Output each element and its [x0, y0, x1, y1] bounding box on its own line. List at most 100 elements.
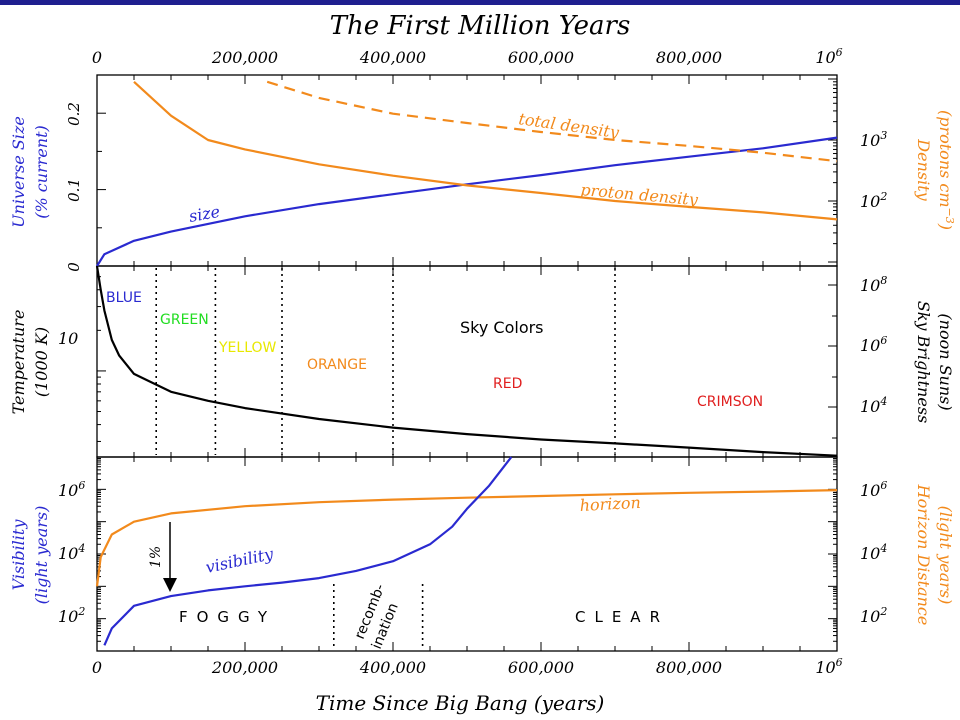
x-tick-1e6-base: 10: [815, 658, 835, 677]
curve-visibility: [103, 456, 513, 646]
series-label-proton-density: proton density: [580, 180, 700, 209]
bottom-right-axis: 106 104 102 Horizon Distance (light year…: [860, 479, 955, 626]
sky-color-red: RED: [493, 376, 522, 392]
top-x-tick-200000: 200,000: [211, 48, 278, 67]
bottom-left-axis-title-line2: (light years): [32, 506, 51, 605]
top-right-axis-title-close: ): [936, 223, 955, 230]
curve-size: [96, 136, 838, 267]
top-left-tick-0.1: 0.1: [65, 178, 83, 202]
top-x-tick-800000: 800,000: [656, 48, 722, 67]
curve-proton-density: [133, 80, 838, 221]
bottom-left-tick-10e2: 102: [58, 605, 85, 626]
middle-left-tick-10: 10: [58, 329, 78, 348]
recombination-boundaries: [332, 584, 424, 647]
curve-temperature: [95, 265, 838, 457]
series-label-horizon: horizon: [579, 493, 641, 515]
top-x-tick-1e6: 106: [815, 46, 842, 67]
middle-right-tick-10e6: 106: [860, 334, 887, 355]
bottom-left-tick-10e4-base: 10: [58, 544, 78, 563]
top-x-tick-600000: 600,000: [508, 48, 574, 67]
bottom-x-tick-labels: 0 200,000 400,000 600,000 800,000 106: [92, 656, 843, 677]
bottom-left-tick-10e2-exp: 2: [77, 605, 85, 618]
top-right-axis-title-line1: Density: [914, 138, 933, 201]
sky-color-labels: BLUE GREEN YELLOW ORANGE RED CRIMSON Sky…: [106, 290, 763, 410]
sky-color-green: GREEN: [160, 312, 209, 328]
x-tick-600000: 600,000: [508, 658, 574, 677]
bottom-right-tick-10e2-base: 10: [860, 607, 880, 626]
curve-total-density: [266, 80, 838, 163]
middle-right-tick-10e8: 108: [860, 274, 887, 295]
middle-right-tick-10e4-exp: 4: [879, 395, 887, 408]
sky-color-crimson: CRIMSON: [697, 394, 763, 410]
top-x-tick-0: 0: [92, 48, 102, 67]
middle-right-tick-10e8-base: 10: [860, 276, 880, 295]
bottom-right-tick-10e6-exp: 6: [880, 479, 887, 492]
series-label-total-density: total density: [517, 109, 621, 142]
top-right-tick-10e3: 103: [860, 129, 887, 150]
top-left-tick-0: 0: [65, 262, 83, 272]
top-x-tick-1e6-exp: 6: [836, 46, 843, 59]
bottom-left-tick-10e4: 104: [58, 542, 85, 563]
middle-right-tick-10e6-base: 10: [860, 336, 880, 355]
curve-horizon: [95, 489, 838, 587]
sky-color-boundaries: [155, 268, 616, 455]
bottom-right-tick-10e4: 104: [860, 542, 887, 563]
top-right-axis-title-exp: −3: [943, 208, 956, 224]
top-x-tick-1e6-base: 10: [815, 48, 835, 67]
top-left-axis-title-line2: (% current): [32, 125, 51, 219]
top-x-tick-labels: 0 200,000 400,000 600,000 800,000 106: [92, 46, 843, 67]
bottom-left-tick-10e6-exp: 6: [78, 479, 85, 492]
middle-right-tick-10e4: 104: [860, 395, 887, 416]
top-right-tick-10e3-exp: 3: [880, 129, 887, 142]
curves: [95, 80, 838, 646]
sky-color-blue: BLUE: [106, 290, 142, 306]
x-tick-200000: 200,000: [211, 658, 278, 677]
top-panel-frame: [96, 74, 838, 267]
bottom-right-tick-10e2: 102: [860, 605, 887, 626]
top-right-axis: 102 103 Density (protons cm−3): [860, 110, 956, 230]
sky-color-orange: ORANGE: [307, 357, 367, 373]
top-right-axis-title-line2-main: (protons cm: [936, 110, 955, 208]
top-right-tick-10e3-base: 10: [860, 131, 880, 150]
middle-right-tick-10e6-exp: 6: [880, 334, 887, 347]
top-right-tick-10e2-exp: 2: [879, 190, 887, 203]
series-label-visibility: visibility: [204, 544, 276, 577]
bottom-left-axis: Visibility (light years) 106 104 102: [9, 479, 85, 626]
top-left-axis-title-line1: Universe Size: [9, 116, 28, 228]
bottom-left-tick-10e2-base: 10: [58, 607, 78, 626]
bottom-left-tick-10e6-base: 10: [58, 481, 78, 500]
top-left-tick-0.2: 0.2: [65, 102, 83, 126]
sky-colors-heading: Sky Colors: [460, 318, 544, 337]
foggy-label: FOGGY: [179, 608, 276, 626]
x-tick-1e6-exp: 6: [836, 656, 843, 669]
top-x-tick-400000: 400,000: [359, 48, 426, 67]
visibility-arrow-label: 1%: [148, 546, 164, 568]
bottom-right-tick-10e4-base: 10: [860, 544, 880, 563]
top-accent-bar: [0, 0, 960, 5]
top-right-tick-10e2: 102: [860, 190, 887, 211]
middle-right-axis-title-line1: Sky Brightness: [914, 301, 933, 423]
bottom-left-tick-10e6: 106: [58, 479, 85, 500]
bottom-right-tick-10e2-exp: 2: [879, 605, 887, 618]
bottom-right-tick-10e4-exp: 4: [879, 542, 887, 555]
top-right-tick-10e2-base: 10: [860, 192, 880, 211]
middle-right-axis: 108 106 104 Sky Brightness (noon Suns): [860, 274, 955, 423]
middle-panel-frame: [96, 265, 838, 458]
top-left-axis: Universe Size (% current) 0 0.1 0.2: [9, 102, 83, 272]
x-tick-1e6: 106: [815, 656, 842, 677]
top-right-axis-title-line2: (protons cm−3): [936, 110, 956, 230]
bottom-right-tick-10e6: 106: [860, 479, 887, 500]
bottom-left-axis-title-line1: Visibility: [9, 519, 28, 591]
middle-left-axis: Temperature (1000 K) 10: [9, 310, 78, 415]
middle-left-axis-title-line1: Temperature: [9, 310, 28, 415]
bottom-right-axis-title-line2: (light years): [936, 506, 955, 605]
x-axis-label: Time Since Big Bang (years): [316, 691, 605, 715]
x-tick-800000: 800,000: [656, 658, 722, 677]
chart-title: The First Million Years: [330, 11, 631, 41]
visibility-arrow-head: [163, 578, 177, 592]
clear-label: CLEAR: [575, 608, 669, 626]
bottom-right-tick-10e6-base: 10: [860, 481, 880, 500]
middle-right-axis-title-line2: (noon Suns): [936, 313, 955, 410]
middle-right-tick-10e8-exp: 8: [880, 274, 887, 287]
